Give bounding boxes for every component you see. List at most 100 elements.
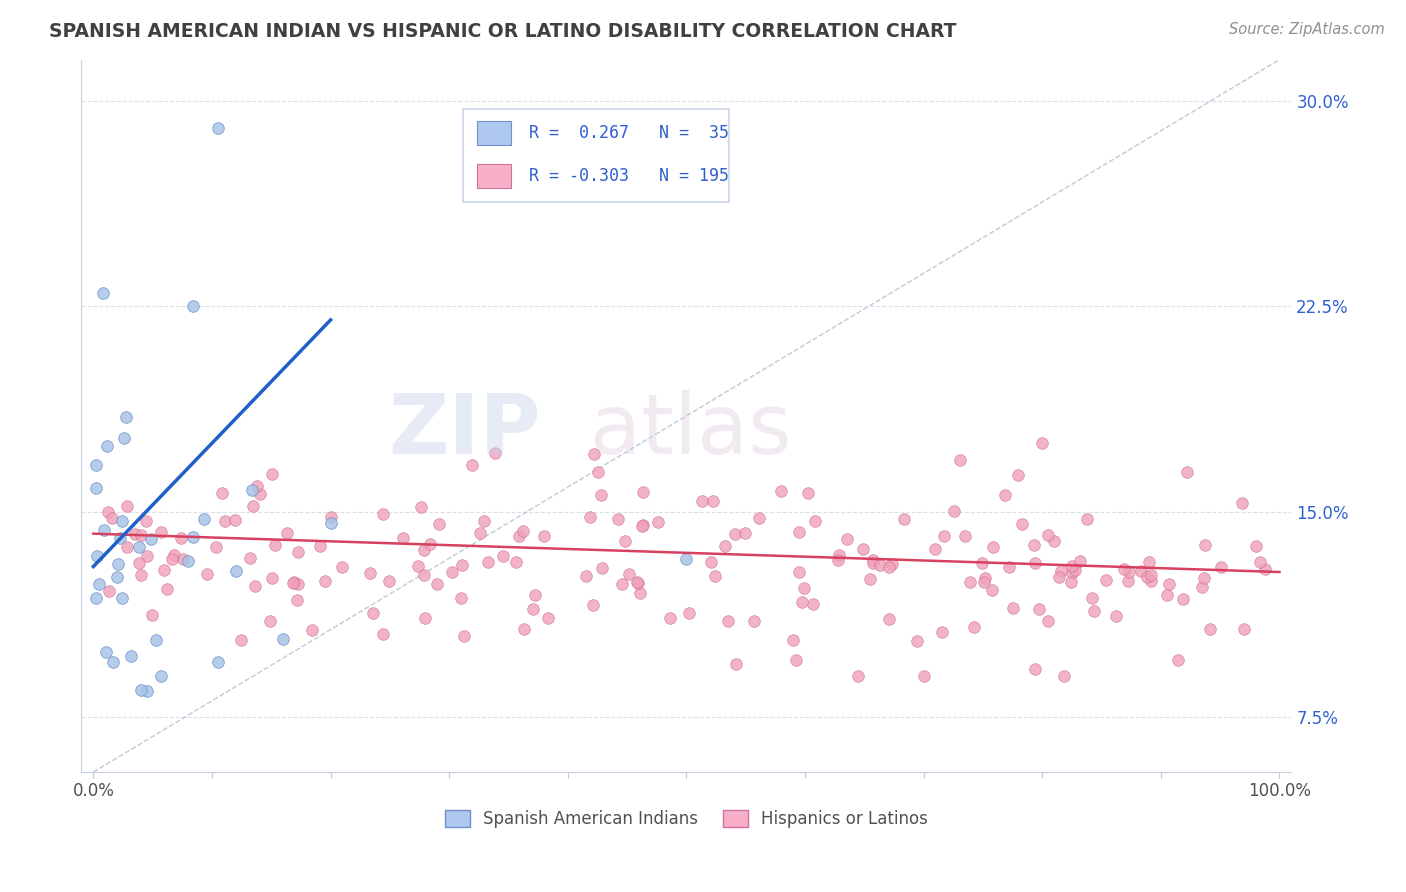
Point — [790, 595, 813, 609]
FancyBboxPatch shape — [463, 110, 728, 202]
Point — [97, 505, 120, 519]
Point — [450, 558, 472, 573]
Point — [522, 602, 544, 616]
Point — [1156, 588, 1178, 602]
Point — [628, 585, 651, 599]
Point — [214, 514, 236, 528]
Point — [373, 626, 395, 640]
Point — [998, 560, 1021, 574]
Point — [271, 632, 294, 647]
Point — [124, 526, 146, 541]
Point — [1244, 539, 1267, 553]
Point — [1254, 562, 1277, 576]
Point — [1139, 567, 1161, 582]
Point — [690, 493, 713, 508]
Point — [361, 606, 384, 620]
Point — [905, 634, 928, 648]
Point — [1036, 614, 1059, 628]
Point — [1130, 564, 1153, 578]
Point — [283, 575, 305, 590]
Point — [181, 530, 204, 544]
Point — [972, 556, 994, 570]
Point — [675, 551, 697, 566]
Point — [160, 552, 183, 566]
Point — [1157, 577, 1180, 591]
Point — [1060, 558, 1083, 573]
Point — [155, 582, 177, 596]
Point — [406, 559, 429, 574]
Point — [86, 481, 108, 495]
Point — [413, 610, 436, 624]
Point — [84, 591, 107, 606]
Point — [1042, 534, 1064, 549]
Point — [948, 453, 970, 467]
Point — [606, 512, 628, 526]
Point — [631, 517, 654, 532]
Point — [426, 577, 449, 591]
Point — [700, 555, 723, 569]
Point — [877, 612, 900, 626]
Point — [135, 514, 157, 528]
Point — [107, 557, 129, 571]
Point — [1118, 565, 1140, 579]
Point — [1024, 556, 1046, 570]
Point — [163, 548, 186, 562]
Point — [111, 591, 134, 605]
Point — [591, 561, 613, 575]
Point — [225, 565, 247, 579]
Point — [1105, 609, 1128, 624]
Point — [932, 529, 955, 543]
Point — [931, 625, 953, 640]
Point — [1211, 560, 1233, 574]
Point — [128, 540, 150, 554]
Point — [1199, 622, 1222, 636]
Point — [211, 486, 233, 500]
Point — [111, 514, 134, 528]
Point — [1137, 555, 1160, 569]
Point — [1249, 555, 1271, 569]
Point — [477, 555, 499, 569]
Point — [177, 554, 200, 568]
Point — [450, 591, 472, 605]
Point — [301, 623, 323, 637]
Point — [112, 431, 135, 445]
Point — [513, 623, 536, 637]
Point — [725, 657, 748, 671]
Point — [793, 581, 815, 595]
Point — [117, 499, 139, 513]
Point — [129, 682, 152, 697]
Point — [869, 558, 891, 572]
Point — [716, 614, 738, 628]
Point — [1192, 571, 1215, 585]
Point — [1081, 591, 1104, 605]
Point — [240, 483, 263, 497]
Point — [1063, 563, 1085, 577]
Point — [145, 633, 167, 648]
Point — [1049, 564, 1071, 578]
Point — [260, 571, 283, 585]
Point — [243, 579, 266, 593]
Point — [193, 511, 215, 525]
Point — [242, 499, 264, 513]
Point — [959, 574, 981, 589]
Point — [135, 683, 157, 698]
Point — [136, 549, 159, 564]
Point — [658, 611, 681, 625]
Point — [149, 669, 172, 683]
Point — [1062, 566, 1084, 581]
Point — [859, 572, 882, 586]
Point — [1028, 602, 1050, 616]
Point — [835, 532, 858, 546]
Point — [702, 493, 724, 508]
Point — [631, 519, 654, 533]
Point — [285, 593, 308, 607]
Point — [748, 511, 770, 525]
Point — [610, 576, 633, 591]
Point — [704, 569, 727, 583]
Legend: Spanish American Indians, Hispanics or Latinos: Spanish American Indians, Hispanics or L… — [439, 804, 935, 835]
Point — [647, 515, 669, 529]
Point — [1191, 580, 1213, 594]
Point — [505, 555, 527, 569]
Point — [484, 446, 506, 460]
Point — [172, 552, 194, 566]
